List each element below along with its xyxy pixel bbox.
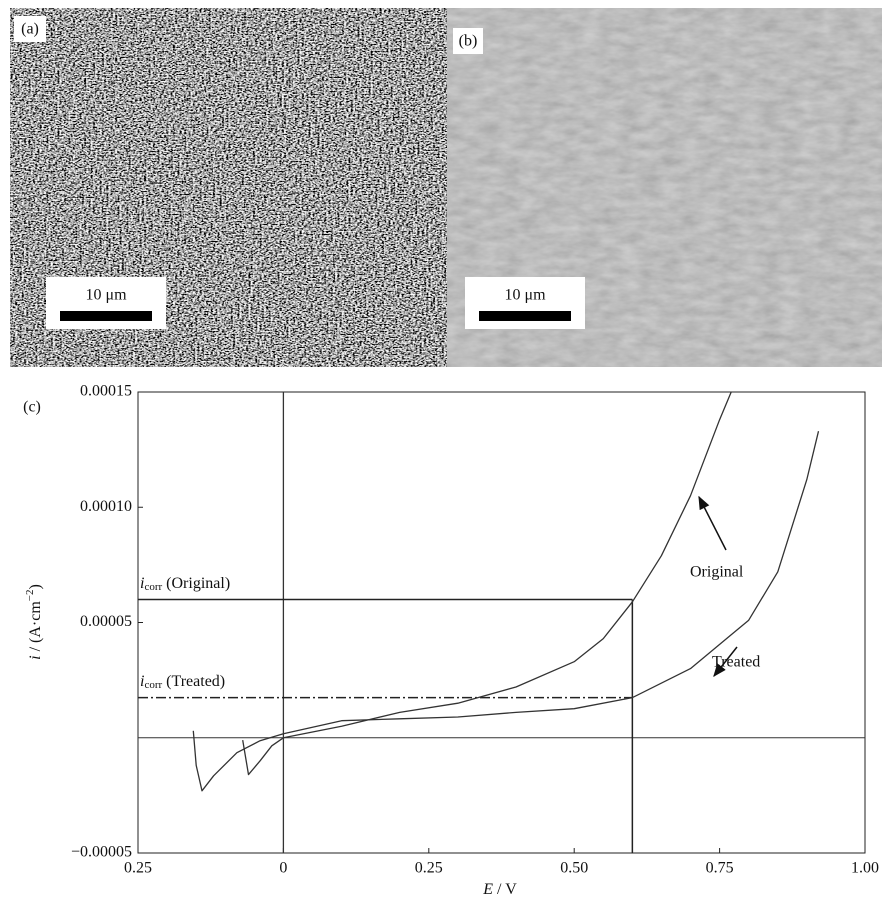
legend-label: Treated [712, 654, 760, 671]
x-tick-label: 1.00 [851, 860, 879, 877]
x-tick-label: 0.25 [124, 860, 152, 877]
y-tick-label: −0.00005 [71, 844, 132, 861]
scale-bar [479, 311, 571, 321]
arrow [698, 495, 727, 551]
panel-label: (b) [459, 33, 478, 50]
x-axis-label: E / V [482, 881, 517, 898]
x-tick-label: 0.25 [415, 860, 443, 877]
series-line [242, 391, 732, 776]
panel-label: (c) [23, 399, 41, 416]
legend-label: Original [690, 564, 744, 581]
annotation-icorr-treated: icorr (Treated) [140, 673, 225, 691]
panel-label-box [453, 28, 483, 54]
x-tick-label: 0.75 [706, 860, 734, 877]
arrow [713, 646, 738, 678]
scale-bar [60, 311, 152, 321]
annotation-icorr-original: icorr (Original) [140, 575, 230, 593]
scale-bar-label: 10 μm [504, 287, 546, 304]
plot-frame [137, 391, 866, 854]
y-tick-label: 0.00010 [80, 498, 132, 515]
panel-label: (a) [21, 21, 39, 38]
y-tick-label: 0.00005 [80, 613, 132, 630]
y-axis-label: i / (A·cm−2) [24, 584, 44, 660]
series-line [192, 431, 820, 792]
panel-label-box [14, 16, 46, 42]
scale-bar-label: 10 μm [85, 287, 127, 304]
y-tick-label: 0.00015 [80, 383, 132, 400]
x-tick-label: 0 [279, 860, 287, 877]
x-tick-label: 0.50 [560, 860, 588, 877]
